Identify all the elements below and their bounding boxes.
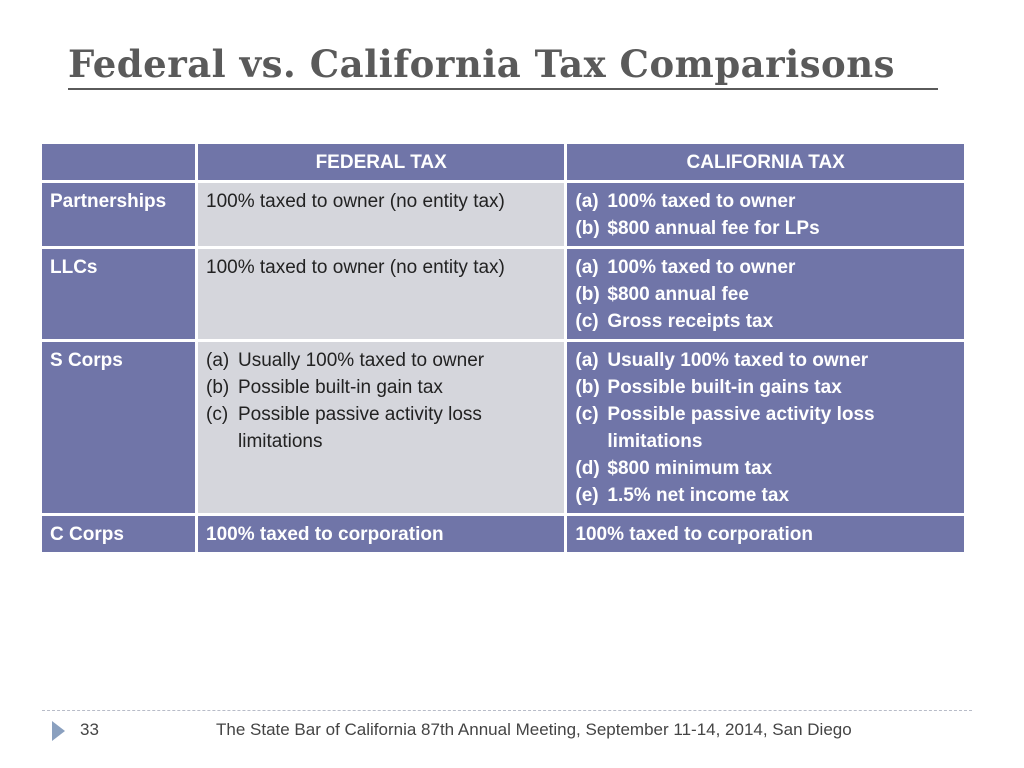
list-item: (a) Usually 100% taxed to owner [575, 350, 869, 371]
california-partnerships-list: (a) 100% taxed to owner (b) $800 annual fe… [575, 188, 956, 242]
federal-s-corps: (a) Usually 100% taxed to owner (b) Possib… [198, 342, 568, 516]
california-llcs-list: (a) 100% taxed to owner (b) $800 annual fe… [575, 254, 956, 335]
footer-divider [42, 710, 972, 711]
row-label-s-corps: S Corps [42, 342, 198, 516]
list-item: (d) $800 minimum tax [575, 458, 773, 479]
slide-title: Federal vs. California Tax Comparisons [68, 42, 895, 86]
table-row: S Corps (a) Usually 100% taxed to owner (… [42, 342, 964, 516]
california-c-corps: 100% taxed to corporation [567, 516, 964, 555]
list-item: (e) 1.5% net income tax [575, 485, 790, 506]
list-item: (b) Possible built-in gains tax [575, 377, 842, 398]
california-llcs: (a) 100% taxed to owner (b) $800 annual fe… [567, 249, 964, 342]
list-item: (a) Usually 100% taxed to owner [206, 350, 485, 371]
list-item: (a) 100% taxed to owner [575, 257, 796, 278]
federal-c-corps: 100% taxed to corporation [198, 516, 568, 555]
federal-llcs: 100% taxed to owner (no entity tax) [198, 249, 568, 342]
title-underline [68, 88, 938, 90]
row-label-partnerships: Partnerships [42, 183, 198, 249]
list-item: (c) Possible passive activity loss limita… [575, 404, 875, 452]
page-number: 33 [80, 720, 99, 739]
list-item: (c) Gross receipts tax [575, 311, 774, 332]
table-row: Partnerships 100% taxed to owner (no ent… [42, 183, 964, 249]
california-s-corps: (a) Usually 100% taxed to owner (b) Possib… [567, 342, 964, 516]
tax-comparison-table: FEDERAL TAX CALIFORNIA TAX Partnerships … [42, 144, 964, 555]
triangle-right-icon [52, 721, 65, 741]
row-label-c-corps: C Corps [42, 516, 198, 555]
header-california-tax: CALIFORNIA TAX [567, 144, 964, 183]
federal-partnerships: 100% taxed to owner (no entity tax) [198, 183, 568, 249]
list-item: (b) $800 annual fee [575, 284, 749, 305]
table-row: LLCs 100% taxed to owner (no entity tax)… [42, 249, 964, 342]
list-item: (b) Possible built-in gain tax [206, 377, 443, 398]
table-header-row: FEDERAL TAX CALIFORNIA TAX [42, 144, 964, 183]
california-partnerships: (a) 100% taxed to owner (b) $800 annual fe… [567, 183, 964, 249]
california-s-corps-list: (a) Usually 100% taxed to owner (b) Possib… [575, 347, 956, 509]
federal-s-corps-list: (a) Usually 100% taxed to owner (b) Possib… [206, 347, 556, 455]
list-item: (a) 100% taxed to owner [575, 191, 796, 212]
list-item: (b) $800 annual fee for LPs [575, 218, 820, 239]
footer-caption: The State Bar of California 87th Annual … [216, 720, 852, 739]
list-item: (c) Possible passive activity loss limita… [206, 404, 482, 452]
header-federal-tax: FEDERAL TAX [198, 144, 568, 183]
row-label-llcs: LLCs [42, 249, 198, 342]
table-row: C Corps 100% taxed to corporation 100% t… [42, 516, 964, 555]
header-cell-empty [42, 144, 198, 183]
